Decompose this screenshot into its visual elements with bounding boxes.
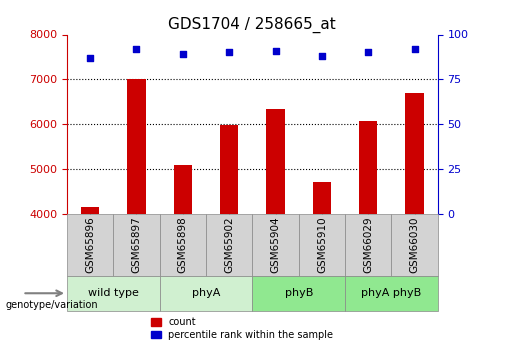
FancyBboxPatch shape bbox=[345, 276, 438, 310]
Point bbox=[318, 53, 326, 59]
Text: GSM66029: GSM66029 bbox=[363, 217, 373, 273]
Point bbox=[225, 50, 233, 55]
Text: GSM65897: GSM65897 bbox=[131, 217, 142, 273]
Text: GSM66030: GSM66030 bbox=[409, 217, 420, 273]
Point bbox=[364, 50, 372, 55]
Text: phyB: phyB bbox=[284, 288, 313, 298]
Text: phyA phyB: phyA phyB bbox=[362, 288, 421, 298]
Point bbox=[132, 46, 141, 52]
FancyBboxPatch shape bbox=[252, 276, 345, 310]
Text: GSM65896: GSM65896 bbox=[85, 217, 95, 273]
FancyBboxPatch shape bbox=[206, 214, 252, 276]
Bar bbox=[405, 93, 424, 345]
Point bbox=[179, 51, 187, 57]
Bar bbox=[313, 181, 331, 345]
Bar bbox=[174, 165, 192, 345]
FancyBboxPatch shape bbox=[67, 276, 160, 310]
Point bbox=[86, 55, 94, 61]
FancyBboxPatch shape bbox=[391, 214, 438, 276]
Text: GSM65904: GSM65904 bbox=[270, 217, 281, 273]
Text: genotype/variation: genotype/variation bbox=[5, 300, 98, 310]
Point bbox=[271, 48, 280, 53]
Text: GSM65898: GSM65898 bbox=[178, 217, 188, 273]
Bar bbox=[127, 79, 146, 345]
Legend: count, percentile rank within the sample: count, percentile rank within the sample bbox=[151, 317, 333, 340]
FancyBboxPatch shape bbox=[345, 214, 391, 276]
FancyBboxPatch shape bbox=[113, 214, 160, 276]
Text: GSM65910: GSM65910 bbox=[317, 217, 327, 273]
FancyBboxPatch shape bbox=[160, 276, 252, 310]
Bar bbox=[220, 125, 238, 345]
Bar bbox=[266, 108, 285, 345]
Title: GDS1704 / 258665_at: GDS1704 / 258665_at bbox=[168, 17, 336, 33]
Point bbox=[410, 46, 419, 52]
FancyBboxPatch shape bbox=[67, 214, 113, 276]
FancyBboxPatch shape bbox=[160, 214, 206, 276]
Bar bbox=[359, 121, 377, 345]
Bar bbox=[81, 207, 99, 345]
Text: wild type: wild type bbox=[88, 288, 139, 298]
FancyBboxPatch shape bbox=[252, 214, 299, 276]
Text: phyA: phyA bbox=[192, 288, 220, 298]
FancyBboxPatch shape bbox=[299, 214, 345, 276]
Text: GSM65902: GSM65902 bbox=[224, 217, 234, 273]
